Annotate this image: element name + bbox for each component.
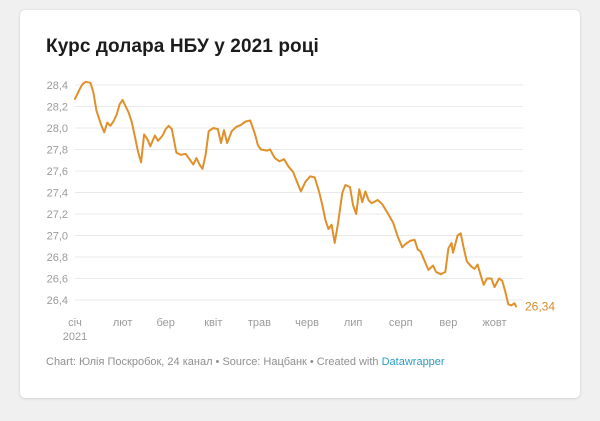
x-axis-tick-label: вер	[439, 317, 457, 329]
line-end-value-label: 26,34	[525, 299, 555, 313]
y-axis-tick-label: 26,6	[47, 274, 68, 286]
datawrapper-link[interactable]: Datawrapper	[381, 356, 445, 368]
x-axis-tick-label: жовт	[482, 317, 506, 329]
y-axis-tick-label: 26,4	[47, 295, 68, 307]
y-axis-tick-label: 28,0	[47, 123, 68, 135]
y-axis-tick-label: 28,4	[47, 80, 68, 92]
y-axis-tick-label: 27,4	[47, 188, 68, 200]
x-axis-tick-label: черв	[295, 317, 319, 329]
footer-credit-text: Chart: Юлія Поскробок, 24 канал • Source…	[46, 356, 382, 368]
y-axis-tick-label: 27,2	[47, 209, 68, 221]
y-axis-tick-label: 27,8	[47, 145, 68, 157]
y-axis-tick-label: 28,2	[47, 102, 68, 114]
x-axis-tick-label: квіт	[204, 317, 222, 329]
x-axis-year-label: 2021	[63, 331, 87, 343]
y-axis-tick-label: 27,0	[47, 231, 68, 243]
chart-footer: Chart: Юлія Поскробок, 24 канал • Source…	[46, 356, 445, 368]
chart-card: Курс долара НБУ у 2021 році 28,4 28,2 28,0…	[20, 10, 580, 398]
x-axis-tick-label: серп	[389, 317, 413, 329]
exchange-rate-line	[74, 80, 517, 308]
y-axis-tick-label: 27,6	[47, 166, 68, 178]
chart-title: Курс долара НБУ у 2021 році	[46, 36, 319, 57]
x-axis-tick-label: трав	[248, 317, 271, 329]
y-axis-tick-label: 26,8	[47, 252, 68, 264]
x-axis-tick-label: бер	[156, 317, 174, 329]
x-axis-tick-label: лип	[344, 317, 363, 329]
line-chart: 28,4 28,2 28,0 27,8 27,6 27,4 27,2 27,0 26,8 26,6…	[47, 80, 556, 343]
x-axis-tick-label: січ	[68, 317, 82, 329]
x-axis-tick-label: лют	[113, 317, 132, 329]
